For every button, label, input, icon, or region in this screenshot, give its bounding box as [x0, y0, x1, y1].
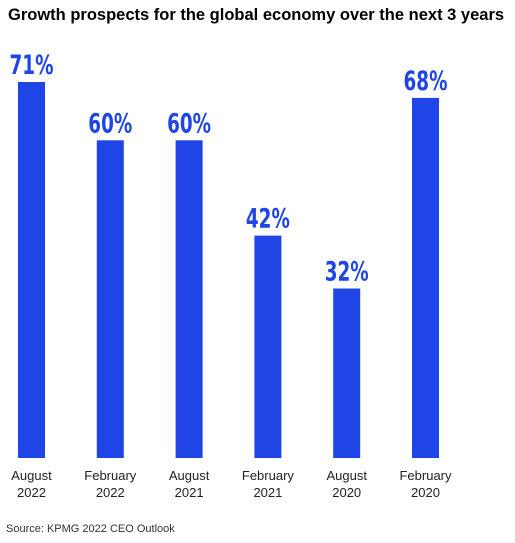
category-label-5-line1: February	[399, 468, 452, 483]
category-label-3-line1: February	[242, 468, 295, 483]
category-label-5-line2: 2020	[411, 485, 440, 500]
value-label-2: 60%	[167, 108, 211, 139]
value-labels-group: 71% 60% 60% 42% 32% 68%	[10, 50, 448, 288]
bar-3	[254, 235, 282, 458]
category-label-2-line2: 2021	[175, 485, 204, 500]
value-label-1: 60%	[88, 108, 132, 139]
category-label-0-line2: 2022	[17, 485, 46, 500]
category-label-3-line2: 2021	[253, 485, 282, 500]
category-label-2-line1: August	[169, 468, 210, 483]
bar-5	[412, 97, 439, 459]
category-label-1-line1: February	[84, 468, 137, 483]
bar-0	[18, 82, 45, 458]
bars-group	[18, 82, 439, 459]
bar-1	[96, 140, 124, 459]
category-label-1-line2: 2022	[96, 485, 125, 500]
value-label-3: 42%	[246, 204, 290, 235]
category-label-0-line1: August	[11, 468, 52, 483]
bar-2	[175, 140, 203, 459]
chart-title: Growth prospects for the global economy …	[8, 6, 505, 24]
value-label-0: 71%	[10, 50, 54, 81]
bar-4	[333, 288, 361, 458]
value-label-4: 32%	[325, 257, 369, 288]
category-labels-group: August 2022 February 2022 August 2021 February…	[11, 468, 452, 500]
category-label-4-line1: August	[326, 468, 367, 483]
value-label-5: 68%	[404, 66, 448, 97]
source-note: Source: KPMG 2022 CEO Outlook	[6, 523, 175, 535]
category-label-4-line2: 2020	[332, 485, 361, 500]
